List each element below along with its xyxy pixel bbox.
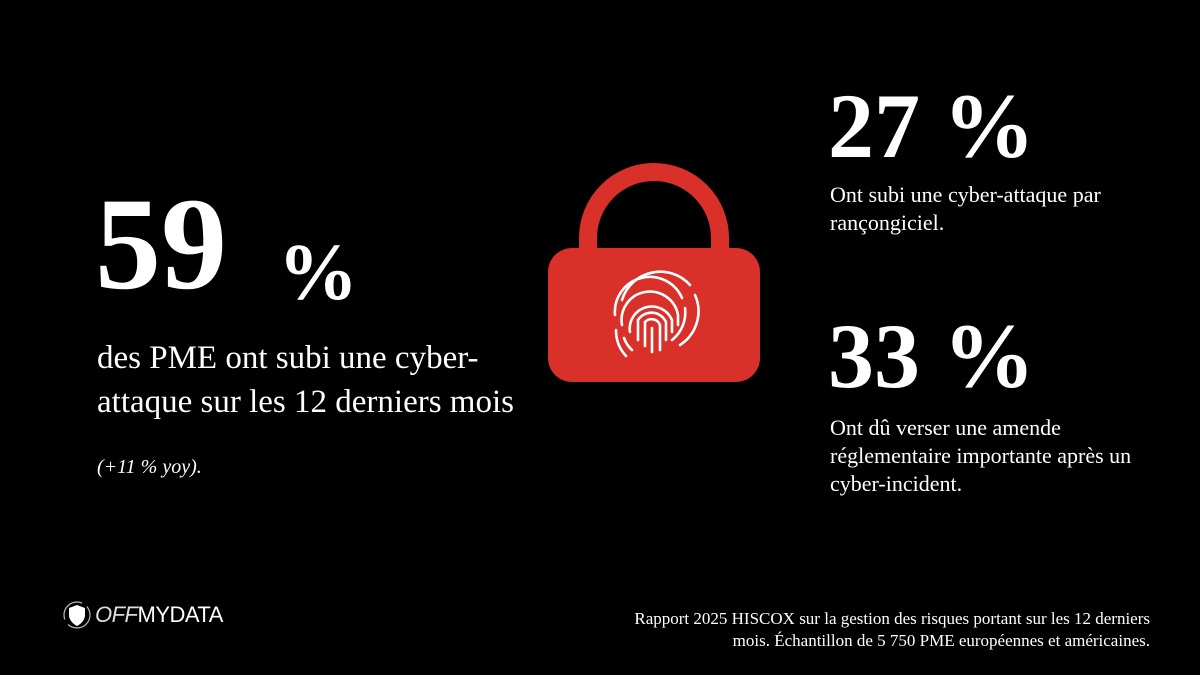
logo: OFFMYDATA [62, 600, 223, 630]
shield-icon [63, 601, 91, 629]
fingerprint-icon [613, 270, 700, 358]
main-stat-value: 59 [95, 170, 227, 317]
main-stat-note: (+11 % yoy). [97, 456, 202, 478]
main-stat-unit: % [278, 229, 358, 317]
stat-ransomware-value: 27 % [828, 75, 1035, 177]
logo-text-off: OFF [95, 602, 138, 627]
logo-text-mydata: MYDATA [137, 602, 224, 627]
main-stat-caption: des PME ont subi une cyber-attaque sur l… [97, 340, 514, 420]
stat-fine-caption: Ont dû verser une amende réglementaire i… [830, 415, 1132, 496]
padlock-fingerprint-icon [548, 163, 760, 382]
footnote-line-1: Rapport 2025 HISCOX sur la gestion des r… [634, 609, 1150, 628]
stat-fine-value: 33 % [828, 305, 1035, 407]
footnote-line-2: mois. Échantillon de 5 750 PME européenn… [732, 631, 1150, 650]
source-footnote: Rapport 2025 HISCOX sur la gestion des r… [530, 608, 1150, 652]
stat-ransomware-caption: Ont subi une cyber-attaque par rançongic… [830, 182, 1101, 235]
